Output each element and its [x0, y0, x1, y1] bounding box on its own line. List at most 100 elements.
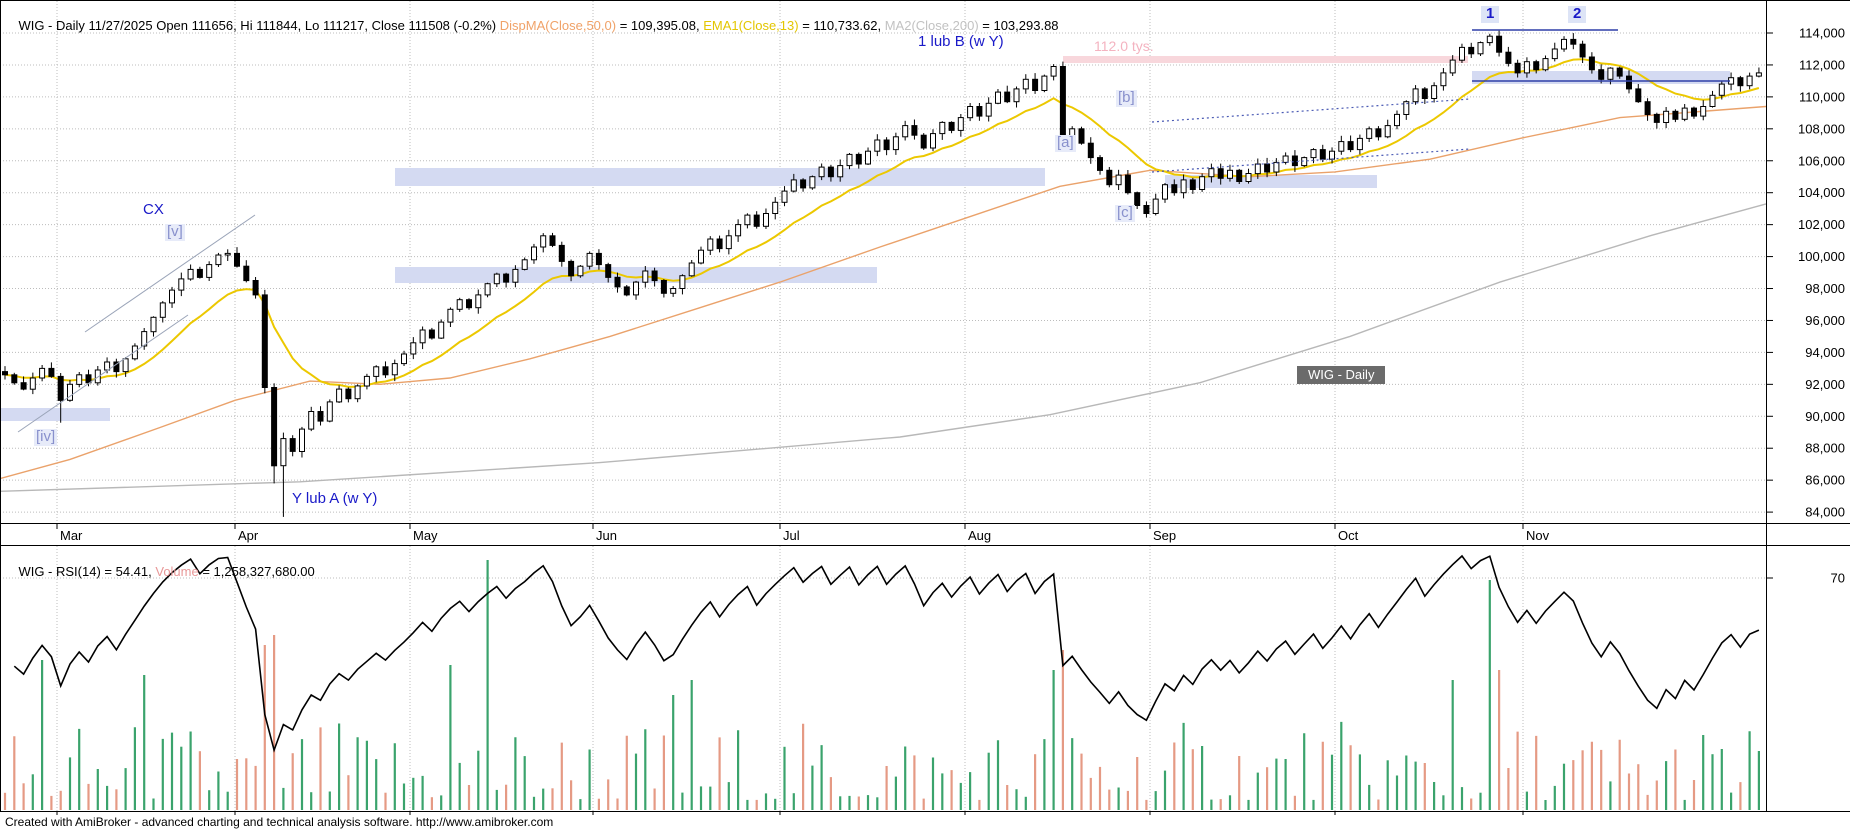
- candle-body: [1366, 128, 1373, 139]
- candle-body: [577, 265, 584, 277]
- wave-label-iv[interactable]: [iv]: [34, 428, 58, 446]
- candle-body: [345, 388, 352, 400]
- zone-band[interactable]: [1063, 56, 1468, 63]
- candle-body: [1394, 113, 1400, 127]
- candle-body: [967, 106, 974, 119]
- x-axis-month-label: Sep: [1153, 528, 1176, 543]
- rsi-line: [13, 554, 1760, 753]
- candle-body: [633, 281, 639, 296]
- candle-body: [85, 374, 92, 384]
- y-axis-label: 98,000: [1805, 281, 1845, 296]
- wave-label-1-lub-b[interactable]: 1 lub B (w Y): [918, 33, 1004, 50]
- level-label-112tys[interactable]: 112.0 tys.: [1094, 38, 1154, 54]
- candle-body: [1273, 161, 1280, 173]
- drawn-trendline[interactable]: [1151, 148, 1471, 173]
- wave-label-1[interactable]: 1: [1481, 5, 1500, 23]
- drawn-trendline[interactable]: [1151, 98, 1471, 123]
- candle-body: [354, 385, 361, 400]
- candle-body: [1022, 78, 1029, 90]
- candle-body: [1254, 163, 1261, 175]
- candle-body: [57, 375, 64, 401]
- candle-body: [1152, 198, 1159, 215]
- title-ohlc: WIG - Daily 11/27/2025 Open 111656, Hi 1…: [18, 18, 500, 33]
- candle-body: [772, 201, 779, 215]
- candle-body: [308, 411, 315, 430]
- candle-body: [1755, 72, 1762, 77]
- candle-body: [215, 254, 222, 266]
- candle-body: [540, 235, 547, 248]
- wave-label-2[interactable]: 2: [1568, 5, 1587, 23]
- candle-body: [29, 377, 36, 390]
- candle-body: [595, 252, 602, 266]
- candle-body: [447, 308, 454, 323]
- candles-layer[interactable]: [2, 30, 1762, 517]
- candle-body: [178, 278, 185, 291]
- title-dispma-label: DispMA(Close,50,0): [499, 18, 617, 33]
- status-bar-text: Created with AmiBroker - advanced charti…: [5, 815, 554, 829]
- candle-body: [1588, 56, 1595, 71]
- wave-label-a[interactable]: [a]: [1055, 134, 1076, 152]
- candle-body: [698, 249, 704, 264]
- candle-body: [104, 361, 111, 371]
- candle-body: [911, 125, 918, 136]
- zone-band[interactable]: [395, 267, 877, 283]
- candle-body: [1681, 107, 1688, 120]
- zone-band[interactable]: [0, 408, 110, 421]
- candle-body: [985, 102, 992, 117]
- candle-body: [169, 289, 175, 304]
- candle-body: [902, 125, 909, 138]
- candle-body: [1310, 149, 1317, 159]
- candle-body: [1431, 85, 1438, 99]
- y-axis-label: 90,000: [1805, 409, 1845, 424]
- zone-band[interactable]: [395, 168, 1045, 186]
- candle-body: [503, 273, 510, 283]
- candle-body: [809, 176, 816, 189]
- ma50-line: [0, 105, 1767, 480]
- candle-body: [679, 275, 686, 290]
- candle-body: [1124, 174, 1131, 194]
- wave-label-v[interactable]: [v]: [165, 223, 185, 241]
- candle-body: [735, 224, 742, 237]
- candle-body: [865, 150, 871, 165]
- volume-bars-layer[interactable]: [3, 560, 1761, 810]
- candle-body: [466, 299, 472, 309]
- candle-body: [224, 252, 231, 256]
- wave-label-b[interactable]: [b]: [1116, 89, 1137, 107]
- volume-title-label: Volume: [155, 564, 199, 579]
- candle-body: [456, 299, 463, 310]
- candle-body: [1384, 125, 1391, 138]
- candle-body: [1626, 75, 1632, 90]
- volume-title-value: = 1,258,327,680.00: [198, 564, 315, 579]
- candle-body: [196, 268, 203, 278]
- candle-body: [261, 294, 268, 388]
- candle-body: [781, 190, 788, 203]
- candle-body: [438, 321, 445, 339]
- candle-body: [1087, 142, 1094, 159]
- candle-body: [1635, 88, 1642, 103]
- candle-body: [1570, 38, 1577, 45]
- candle-body: [707, 238, 714, 251]
- x-axis[interactable]: Mar Apr May Jun Jul Aug Sep Oct Nov: [56, 523, 1550, 815]
- candle-body: [614, 276, 621, 288]
- candle-body: [1199, 176, 1206, 190]
- candle-body: [271, 387, 278, 467]
- rsi-title-text: WIG - RSI(14) = 54.41,: [18, 564, 156, 579]
- candle-body: [558, 244, 565, 262]
- drawn-trendline[interactable]: [84, 214, 256, 333]
- wave-label-c[interactable]: [c]: [1115, 204, 1135, 222]
- y-axis[interactable]: 114,000 112,000 110,000 108,000 106,000 104,0…: [1766, 26, 1845, 586]
- candle-body: [957, 117, 964, 131]
- main-pane-title: WIG - Daily 11/27/2025 Open 111656, Hi 1…: [4, 3, 1058, 48]
- candle-body: [995, 91, 1001, 104]
- candle-body: [660, 280, 667, 294]
- candle-body: [586, 252, 593, 267]
- candle-body: [1162, 184, 1168, 200]
- wave-label-y-lub-a[interactable]: Y lub A (w Y): [292, 490, 378, 507]
- candle-body: [1700, 106, 1707, 117]
- drawn-trendline[interactable]: [17, 314, 189, 433]
- wave-label-cx[interactable]: CX: [143, 201, 164, 218]
- candle-body: [1449, 59, 1456, 74]
- candle-body: [1403, 101, 1410, 115]
- candle-body: [753, 214, 760, 227]
